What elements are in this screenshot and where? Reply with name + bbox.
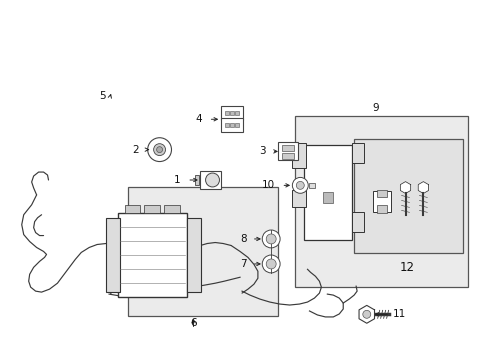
Bar [265,232,272,246]
Text: 8: 8 [240,234,246,244]
Bar [128,187,278,316]
Bar [235,111,239,115]
Bar [295,116,467,287]
Text: 9: 9 [371,103,378,113]
Bar [292,143,305,168]
Circle shape [153,144,165,156]
Bar [225,111,229,115]
Circle shape [147,138,171,162]
Circle shape [156,147,162,153]
Text: 3: 3 [258,147,265,157]
Bar [376,206,386,213]
Bar [308,183,315,188]
Bar [117,213,186,297]
Bar [194,175,198,185]
Bar [282,153,293,159]
Bar [351,143,363,163]
Text: 6: 6 [190,318,197,328]
Polygon shape [400,181,410,193]
Circle shape [205,173,219,187]
Bar [351,212,363,232]
Bar [199,171,221,189]
Text: 5: 5 [99,91,106,101]
Circle shape [262,255,280,273]
Polygon shape [358,305,374,323]
Bar [353,139,462,253]
Text: 12: 12 [399,261,414,274]
Bar [230,123,234,127]
Bar [292,189,305,207]
Bar [235,123,239,127]
Text: 7: 7 [240,259,246,269]
Text: 10: 10 [262,180,275,190]
Bar [282,145,293,152]
Circle shape [362,310,370,318]
Bar [323,192,332,203]
Circle shape [292,177,307,193]
Bar [186,218,201,292]
Text: 4: 4 [195,114,202,124]
Bar [230,111,234,115]
Bar [265,257,272,271]
Bar [105,218,120,292]
Polygon shape [417,181,427,193]
Bar [225,123,229,127]
Circle shape [262,230,280,248]
Bar [376,189,386,198]
Bar [372,190,390,212]
Bar [278,143,298,160]
Text: 1: 1 [173,175,180,185]
Bar [221,106,243,120]
Bar [221,118,243,132]
Text: 11: 11 [392,309,405,319]
Circle shape [296,181,304,189]
Bar [304,145,351,240]
Bar [124,205,140,213]
Circle shape [265,259,276,269]
Bar [144,205,160,213]
Bar [164,205,180,213]
Circle shape [265,234,276,244]
Text: 2: 2 [132,145,139,155]
